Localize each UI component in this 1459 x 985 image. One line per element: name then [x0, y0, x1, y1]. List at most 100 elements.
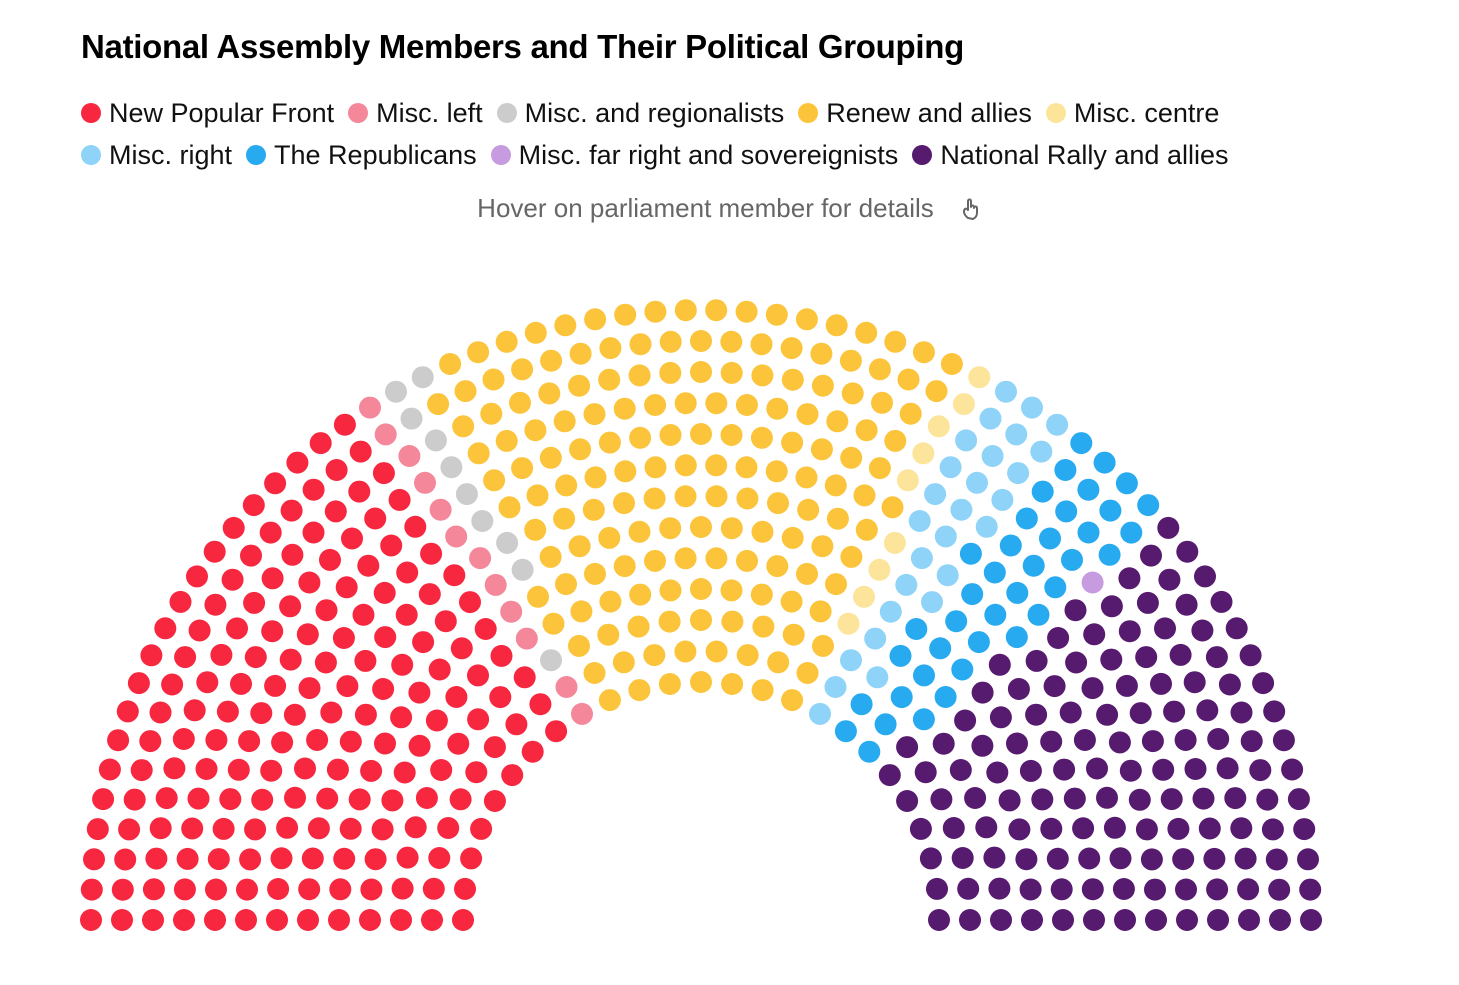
- seat-renew-and-allies[interactable]: Renew and allies: [658, 610, 681, 633]
- seat-renew-and-allies[interactable]: Renew and allies: [628, 364, 651, 387]
- seat-new-popular-front[interactable]: New Popular Front: [360, 759, 383, 782]
- seat-renew-and-allies[interactable]: Renew and allies: [735, 394, 758, 416]
- seat-new-popular-front[interactable]: New Popular Front: [302, 478, 325, 501]
- seat-renew-and-allies[interactable]: Renew and allies: [690, 671, 712, 693]
- seat-misc-and-regionalists[interactable]: Misc. and regionalists: [424, 429, 447, 452]
- seat-new-popular-front[interactable]: New Popular Front: [348, 480, 371, 503]
- seat-new-popular-front[interactable]: New Popular Front: [489, 686, 512, 709]
- seat-new-popular-front[interactable]: New Popular Front: [348, 788, 371, 811]
- seat-new-popular-front[interactable]: New Popular Front: [240, 544, 262, 567]
- seat-misc-left[interactable]: Misc. left: [500, 600, 523, 623]
- seat-the-republicans[interactable]: The Republicans: [913, 664, 935, 687]
- seat-new-popular-front[interactable]: New Popular Front: [176, 847, 199, 870]
- seat-new-popular-front[interactable]: New Popular Front: [276, 816, 299, 839]
- seat-new-popular-front[interactable]: New Popular Front: [396, 561, 419, 584]
- seat-renew-and-allies[interactable]: Renew and allies: [569, 342, 592, 365]
- seat-national-rally-and-allies[interactable]: National Rally and allies: [1192, 787, 1215, 810]
- seat-renew-and-allies[interactable]: Renew and allies: [855, 419, 878, 442]
- seat-new-popular-front[interactable]: New Popular Front: [314, 651, 337, 674]
- seat-renew-and-allies[interactable]: Renew and allies: [884, 330, 907, 353]
- seat-the-republicans[interactable]: The Republicans: [983, 561, 1006, 584]
- seat-renew-and-allies[interactable]: Renew and allies: [795, 466, 818, 489]
- seat-renew-and-allies[interactable]: Renew and allies: [568, 374, 591, 397]
- seat-renew-and-allies[interactable]: Renew and allies: [853, 484, 876, 507]
- seat-renew-and-allies[interactable]: Renew and allies: [720, 517, 743, 540]
- seat-renew-and-allies[interactable]: Renew and allies: [825, 314, 848, 337]
- seat-national-rally-and-allies[interactable]: National Rally and allies: [1109, 847, 1132, 870]
- seat-national-rally-and-allies[interactable]: National Rally and allies: [1119, 759, 1142, 782]
- seat-national-rally-and-allies[interactable]: National Rally and allies: [1269, 909, 1291, 931]
- seat-new-popular-front[interactable]: New Popular Front: [434, 610, 457, 633]
- seat-national-rally-and-allies[interactable]: National Rally and allies: [1019, 878, 1042, 901]
- seat-renew-and-allies[interactable]: Renew and allies: [690, 609, 712, 631]
- seat-national-rally-and-allies[interactable]: National Rally and allies: [957, 877, 980, 900]
- seat-new-popular-front[interactable]: New Popular Front: [284, 786, 306, 809]
- seat-national-rally-and-allies[interactable]: National Rally and allies: [1299, 878, 1322, 901]
- seat-new-popular-front[interactable]: New Popular Front: [186, 565, 208, 588]
- seat-new-popular-front[interactable]: New Popular Front: [216, 700, 239, 723]
- seat-national-rally-and-allies[interactable]: National Rally and allies: [1083, 623, 1106, 646]
- seat-renew-and-allies[interactable]: Renew and allies: [583, 662, 606, 684]
- seat-renew-and-allies[interactable]: Renew and allies: [720, 579, 743, 602]
- seat-renew-and-allies[interactable]: Renew and allies: [526, 484, 549, 507]
- seat-new-popular-front[interactable]: New Popular Front: [474, 618, 497, 640]
- legend-item-new-popular-front[interactable]: New Popular Front: [81, 98, 334, 129]
- seat-new-popular-front[interactable]: New Popular Front: [412, 631, 435, 654]
- seat-renew-and-allies[interactable]: Renew and allies: [598, 526, 621, 549]
- seat-new-popular-front[interactable]: New Popular Front: [163, 757, 186, 780]
- seat-renew-and-allies[interactable]: Renew and allies: [721, 610, 744, 633]
- seat-national-rally-and-allies[interactable]: National Rally and allies: [1158, 568, 1181, 591]
- seat-new-popular-front[interactable]: New Popular Front: [315, 599, 338, 622]
- seat-national-rally-and-allies[interactable]: National Rally and allies: [926, 877, 948, 900]
- seat-new-popular-front[interactable]: New Popular Front: [222, 516, 245, 539]
- seat-renew-and-allies[interactable]: Renew and allies: [598, 689, 621, 712]
- seat-misc-centre[interactable]: Misc. centre: [952, 393, 975, 416]
- seat-misc-right[interactable]: Misc. right: [1007, 462, 1030, 485]
- seat-the-republicans[interactable]: The Republicans: [929, 637, 952, 660]
- seat-national-rally-and-allies[interactable]: National Rally and allies: [1128, 788, 1151, 811]
- legend-item-misc-centre[interactable]: Misc. centre: [1045, 98, 1219, 129]
- seat-national-rally-and-allies[interactable]: National Rally and allies: [1230, 701, 1253, 724]
- seat-the-republicans[interactable]: The Republicans: [945, 610, 968, 633]
- seat-new-popular-front[interactable]: New Popular Front: [333, 413, 356, 436]
- seat-renew-and-allies[interactable]: Renew and allies: [539, 545, 562, 568]
- seat-misc-left[interactable]: Misc. left: [445, 525, 468, 548]
- seat-new-popular-front[interactable]: New Popular Front: [116, 700, 139, 723]
- seat-national-rally-and-allies[interactable]: National Rally and allies: [1293, 818, 1316, 841]
- seat-national-rally-and-allies[interactable]: National Rally and allies: [1272, 729, 1295, 752]
- seat-new-popular-front[interactable]: New Popular Front: [111, 878, 134, 901]
- seat-new-popular-front[interactable]: New Popular Front: [142, 878, 165, 901]
- seat-misc-and-regionalists[interactable]: Misc. and regionalists: [496, 531, 519, 554]
- legend-item-misc-and-regionalists[interactable]: Misc. and regionalists: [496, 98, 784, 129]
- seat-national-rally-and-allies[interactable]: National Rally and allies: [1021, 909, 1043, 931]
- seat-national-rally-and-allies[interactable]: National Rally and allies: [1183, 671, 1206, 694]
- seat-renew-and-allies[interactable]: Renew and allies: [495, 330, 518, 353]
- seat-misc-right[interactable]: Misc. right: [950, 498, 973, 521]
- seat-new-popular-front[interactable]: New Popular Front: [490, 644, 513, 667]
- seat-new-popular-front[interactable]: New Popular Front: [98, 758, 121, 781]
- seat-national-rally-and-allies[interactable]: National Rally and allies: [1268, 878, 1291, 901]
- seat-new-popular-front[interactable]: New Popular Front: [437, 817, 460, 839]
- seat-new-popular-front[interactable]: New Popular Front: [325, 459, 348, 481]
- seat-new-popular-front[interactable]: New Popular Front: [244, 646, 267, 669]
- seat-national-rally-and-allies[interactable]: National Rally and allies: [951, 847, 974, 869]
- seat-misc-right[interactable]: Misc. right: [864, 627, 887, 650]
- seat-renew-and-allies[interactable]: Renew and allies: [897, 368, 920, 391]
- seat-new-popular-front[interactable]: New Popular Front: [445, 686, 468, 708]
- seat-national-rally-and-allies[interactable]: National Rally and allies: [1031, 788, 1054, 811]
- seat-misc-far-right-and-sovereignists[interactable]: Misc. far right and sovereignists: [1081, 571, 1104, 594]
- seat-renew-and-allies[interactable]: Renew and allies: [781, 368, 804, 391]
- seat-national-rally-and-allies[interactable]: National Rally and allies: [1175, 593, 1198, 616]
- seat-national-rally-and-allies[interactable]: National Rally and allies: [1118, 567, 1141, 590]
- seat-the-republicans[interactable]: The Republicans: [874, 713, 897, 736]
- seat-new-popular-front[interactable]: New Popular Front: [298, 571, 321, 594]
- seat-national-rally-and-allies[interactable]: National Rally and allies: [998, 789, 1021, 812]
- seat-renew-and-allies[interactable]: Renew and allies: [751, 364, 774, 387]
- seat-national-rally-and-allies[interactable]: National Rally and allies: [1040, 817, 1063, 840]
- seat-renew-and-allies[interactable]: Renew and allies: [690, 423, 712, 445]
- seat-misc-right[interactable]: Misc. right: [966, 471, 988, 494]
- seat-new-popular-front[interactable]: New Popular Front: [270, 847, 293, 870]
- seat-renew-and-allies[interactable]: Renew and allies: [855, 518, 878, 541]
- seat-renew-and-allies[interactable]: Renew and allies: [750, 426, 773, 449]
- seat-new-popular-front[interactable]: New Popular Front: [380, 534, 403, 557]
